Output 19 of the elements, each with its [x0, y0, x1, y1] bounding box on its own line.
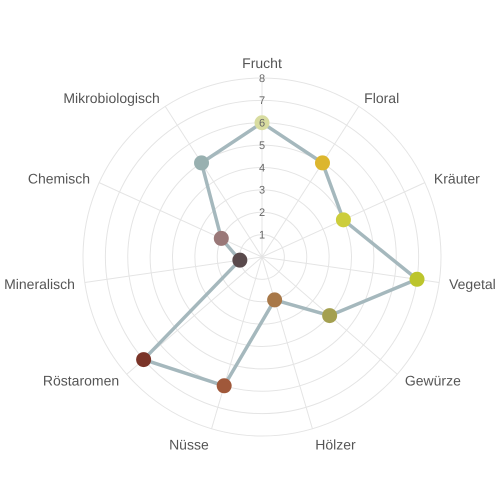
spoke-label: Röstaromen [42, 372, 120, 389]
spoke-label: Vegetal [449, 276, 496, 292]
y-tick-label: 4 [258, 162, 266, 174]
y-tick-label: 1 [258, 229, 266, 242]
spoke-label: Mikrobiologisch [63, 90, 160, 106]
spoke-label: Mineralisch [4, 276, 75, 292]
spoke-label: Hölzer [315, 436, 356, 453]
spoke-label: Frucht [242, 55, 282, 71]
spoke-label: Floral [364, 90, 400, 106]
y-tick-label: 3 [258, 184, 266, 197]
y-tick-label: 5 [258, 140, 266, 152]
y-tick-label: 6 [258, 118, 266, 130]
spoke-label: Kräuter [434, 170, 480, 186]
y-tick-label: 2 [258, 207, 266, 220]
y-tick-label: 7 [258, 95, 266, 108]
spoke-label: Nüsse [169, 436, 209, 453]
spoke-label: Chemisch [28, 170, 90, 186]
spoke-label: Gewürze [404, 372, 462, 389]
y-tick-label: 8 [258, 72, 266, 85]
